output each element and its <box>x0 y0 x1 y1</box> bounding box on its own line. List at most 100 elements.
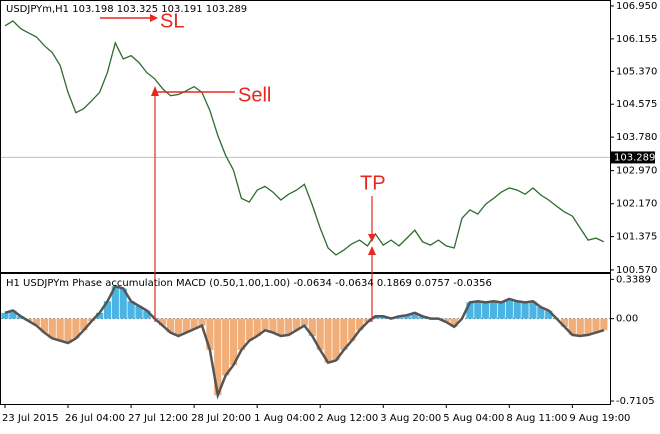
histogram-bar <box>111 286 119 319</box>
histogram-bar <box>56 318 64 341</box>
histogram-bar <box>206 318 214 350</box>
y-tick-label: 106.155 <box>616 34 657 45</box>
y-tick-label: 100.570 <box>616 265 657 276</box>
histogram-bar <box>529 301 537 319</box>
histogram-bar <box>545 310 553 319</box>
histogram-bar <box>403 315 411 319</box>
histogram-bar <box>292 318 301 331</box>
histogram-bar <box>489 301 498 319</box>
histogram-bar <box>560 318 569 327</box>
last-price-box <box>611 151 655 164</box>
x-tick-label: 1 Aug 04:00 <box>254 413 315 424</box>
histogram-bar <box>182 318 190 333</box>
x-tick-label: 5 Aug 04:00 <box>443 413 504 424</box>
y-tick-label: 0.00 <box>616 314 638 325</box>
last-price-label: 103.289 <box>614 152 655 163</box>
histogram-bar <box>174 318 182 337</box>
x-tick-label: 2 Aug 12:00 <box>317 413 378 424</box>
histogram-bar <box>324 318 332 363</box>
y-tick-label: 104.575 <box>616 99 657 110</box>
sell-label: Sell <box>238 84 271 106</box>
sl-label: SL <box>160 10 184 32</box>
histogram-bar <box>584 318 592 335</box>
x-tick-label: 23 Jul 2015 <box>2 413 59 424</box>
histogram-bar <box>411 312 419 319</box>
histogram-bar <box>363 318 372 323</box>
indicator-line <box>4 284 605 400</box>
histogram-bar <box>592 318 600 333</box>
y-tick-label: 0.3389 <box>616 274 651 285</box>
histogram-bar <box>119 288 127 319</box>
histogram-bar <box>229 318 238 366</box>
histogram-bar <box>127 301 135 319</box>
histogram-bar <box>497 302 506 319</box>
histogram-bar <box>95 312 104 319</box>
chart-title: USDJPYm,H1 103.198 103.325 103.191 103.2… <box>6 4 247 15</box>
histogram-bar <box>253 318 261 337</box>
indicator-panel <box>0 273 611 405</box>
histogram-bar <box>198 318 206 326</box>
sell-arrow <box>151 86 159 96</box>
histogram-bar <box>466 302 474 319</box>
price-panel <box>0 0 611 273</box>
histogram-bar <box>245 318 253 341</box>
y-tick-label: 101.375 <box>616 232 657 243</box>
histogram-bar <box>513 301 521 319</box>
histogram-bar <box>505 298 513 319</box>
histogram-bar <box>316 318 324 350</box>
histogram-bar <box>261 318 269 331</box>
x-tick-label: 27 Jul 12:00 <box>128 413 188 424</box>
histogram-bar <box>537 307 545 319</box>
histogram-bar <box>450 318 458 327</box>
histogram-bar <box>32 318 41 326</box>
histogram-bar <box>482 302 490 319</box>
histogram-bar <box>442 318 450 323</box>
histogram-bar <box>568 318 576 335</box>
x-tick-label: 8 Aug 11:00 <box>506 413 567 424</box>
x-tick-label: 28 Jul 20:00 <box>191 413 251 424</box>
histogram-bar <box>300 318 309 326</box>
histogram-bar <box>80 318 88 331</box>
histogram-bar <box>1 312 9 319</box>
histogram-bar <box>159 318 167 326</box>
histogram-bar <box>9 310 17 319</box>
histogram-bar <box>72 318 80 339</box>
histogram-bar <box>521 302 529 319</box>
histogram-bar <box>143 310 151 319</box>
histogram-bar <box>600 318 608 331</box>
histogram-bar <box>190 318 198 330</box>
y-tick-label: -0.7105 <box>616 396 655 407</box>
tp-arrow-up <box>368 246 376 255</box>
histogram-bar <box>356 318 364 331</box>
y-tick-label: 103.780 <box>616 132 657 143</box>
histogram-bar <box>135 305 143 319</box>
price-line <box>4 20 605 256</box>
tp-arrow <box>368 234 376 242</box>
histogram-bar <box>308 318 316 337</box>
sl-arrow <box>150 14 158 22</box>
histogram-bar <box>214 318 222 396</box>
y-tick-label: 102.970 <box>616 166 657 177</box>
y-tick-label: 105.370 <box>616 66 657 77</box>
y-tick-label: 106.950 <box>616 1 657 12</box>
histogram-bar <box>576 318 584 337</box>
tp-label: TP <box>360 172 386 194</box>
indicator-title: H1 USDJPYm Phase accumulation MACD (0.50… <box>6 278 492 289</box>
y-tick-label: 102.170 <box>616 199 657 210</box>
histogram-bar <box>237 318 245 350</box>
histogram-bar <box>348 318 356 341</box>
x-tick-label: 3 Aug 20:00 <box>380 413 441 424</box>
histogram-bar <box>285 318 293 335</box>
histogram-bar <box>474 301 482 319</box>
histogram-bar <box>332 318 340 361</box>
histogram-bar <box>166 318 175 333</box>
histogram-bar <box>48 318 56 339</box>
histogram-bar <box>340 318 348 350</box>
histogram-bar <box>277 318 285 337</box>
histogram-bar <box>222 318 230 376</box>
x-tick-label: 26 Jul 04:00 <box>65 413 125 424</box>
histogram-bar <box>64 318 72 344</box>
histogram-bar <box>40 318 48 333</box>
x-tick-label: 9 Aug 19:00 <box>569 413 630 424</box>
